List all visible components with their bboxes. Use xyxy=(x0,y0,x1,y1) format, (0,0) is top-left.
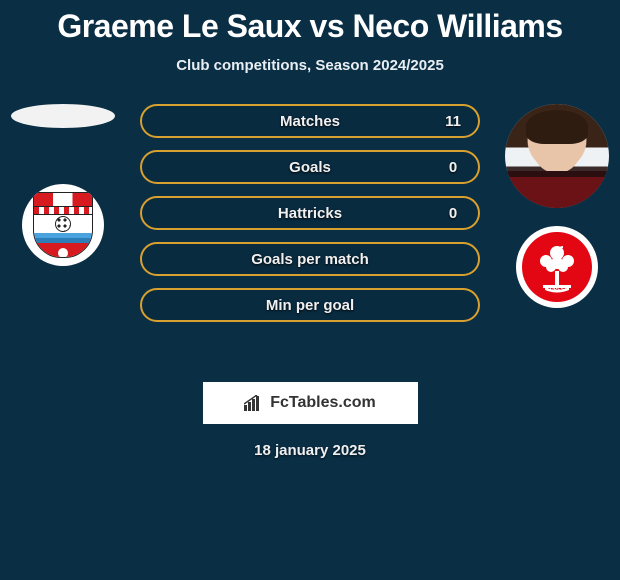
stat-row-matches: Matches 11 xyxy=(140,104,480,138)
player-right-column: FOREST xyxy=(502,104,612,308)
stat-right-value: 0 xyxy=(428,159,478,176)
stat-right-value: 0 xyxy=(428,205,478,222)
stat-right-value: 11 xyxy=(428,113,478,130)
stat-label: Min per goal xyxy=(192,297,428,314)
stat-row-goals: Goals 0 xyxy=(140,150,480,184)
snapshot-date: 18 january 2025 xyxy=(0,442,620,459)
stat-row-min-per-goal: Min per goal xyxy=(140,288,480,322)
page-title: Graeme Le Saux vs Neco Williams xyxy=(0,0,620,45)
comparison-section: FOREST Matches 11 Goals 0 Hattricks 0 Go… xyxy=(0,104,620,364)
stat-row-hattricks: Hattricks 0 xyxy=(140,196,480,230)
svg-text:FOREST: FOREST xyxy=(547,287,567,293)
stat-label: Goals xyxy=(192,159,428,176)
player-left-avatar xyxy=(11,104,115,128)
player-right-avatar xyxy=(505,104,609,208)
stat-label: Hattricks xyxy=(192,205,428,222)
page-subtitle: Club competitions, Season 2024/2025 xyxy=(0,57,620,74)
player-left-club-badge xyxy=(22,184,104,266)
player-right-club-badge: FOREST xyxy=(516,226,598,308)
stat-label: Goals per match xyxy=(192,251,428,268)
site-name: FcTables.com xyxy=(270,394,376,412)
site-branding[interactable]: FcTables.com xyxy=(203,382,418,424)
player-left-column xyxy=(8,104,118,266)
bar-chart-icon xyxy=(244,395,264,411)
southampton-crest-icon xyxy=(28,190,98,260)
stat-row-goals-per-match: Goals per match xyxy=(140,242,480,276)
stats-list: Matches 11 Goals 0 Hattricks 0 Goals per… xyxy=(140,104,480,322)
stat-label: Matches xyxy=(192,113,428,130)
nottingham-forest-crest-icon: FOREST xyxy=(522,232,592,302)
